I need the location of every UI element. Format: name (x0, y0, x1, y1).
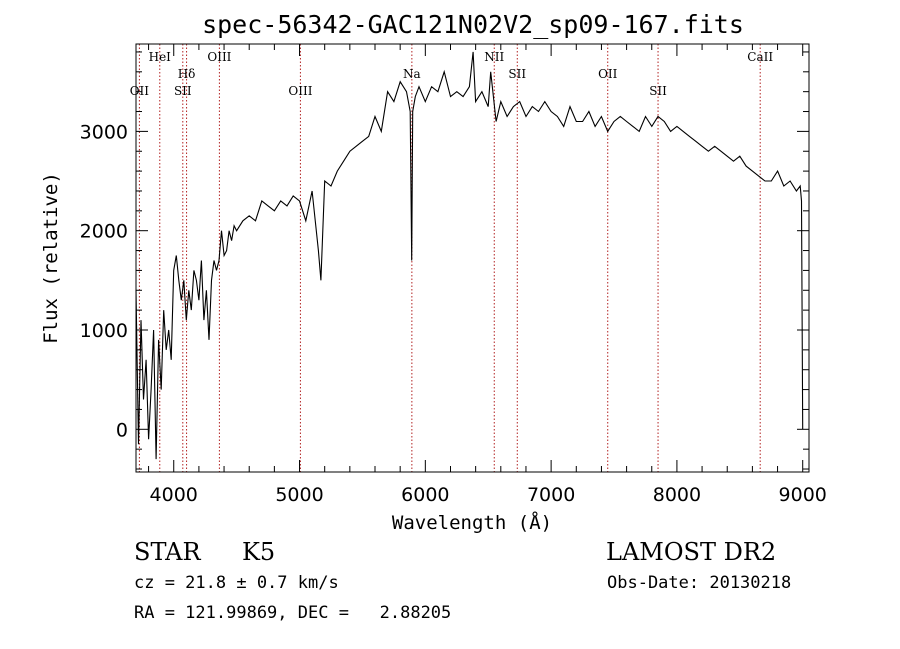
x-tick-label: 8000 (653, 484, 701, 506)
x-tick-label: 5000 (275, 484, 323, 506)
line-label-0: OII (130, 84, 150, 98)
line-label-11: CaII (747, 50, 773, 64)
y-tick-label: 1000 (80, 320, 128, 342)
line-label-9: OII (598, 67, 618, 81)
line-label-4: OIII (207, 50, 231, 64)
spectrum-series-line (135, 51, 804, 460)
x-tick-label: 6000 (401, 484, 449, 506)
x-tick-label: 9000 (779, 484, 827, 506)
line-label-10: SII (649, 84, 667, 98)
line-label-6: Na (403, 67, 421, 81)
line-label-7: NII (484, 50, 504, 64)
y-axis-label: Flux (relative) (40, 172, 62, 344)
spectral-lines-layer: OII HeI Hδ SII OIII OIII Na NII SII OII SII CaII (130, 44, 773, 472)
line-label-1: HeI (149, 50, 172, 64)
object-class: STAR (134, 538, 201, 566)
object-subclass: K5 (242, 538, 276, 566)
line-label-5: OIII (288, 84, 312, 98)
line-label-2: Hδ (178, 67, 196, 81)
y-tick-label: 3000 (80, 121, 128, 143)
line-label-3: SII (174, 84, 192, 98)
line-label-8: SII (508, 67, 526, 81)
x-axis-label: Wavelength (Å) (392, 511, 552, 534)
coordinates: RA = 121.99869, DEC = 2.88205 (134, 603, 452, 623)
x-tick-label: 4000 (150, 484, 198, 506)
observation-date: Obs-Date: 20130218 (607, 573, 792, 593)
plot-frame (135, 43, 810, 473)
x-tick-label: 7000 (527, 484, 575, 506)
y-tick-label: 0 (116, 419, 128, 441)
survey-name: LAMOST DR2 (606, 538, 777, 566)
chart-title: spec-56342-GAC121N02V2_sp09-167.fits (202, 10, 744, 39)
y-tick-label: 2000 (80, 221, 128, 243)
axis-ticks-layer: 4000 5000 6000 7000 8000 9000 0 1000 2000 3000 (80, 44, 827, 506)
redshift-cz: cz = 21.8 ± 0.7 km/s (134, 573, 339, 593)
